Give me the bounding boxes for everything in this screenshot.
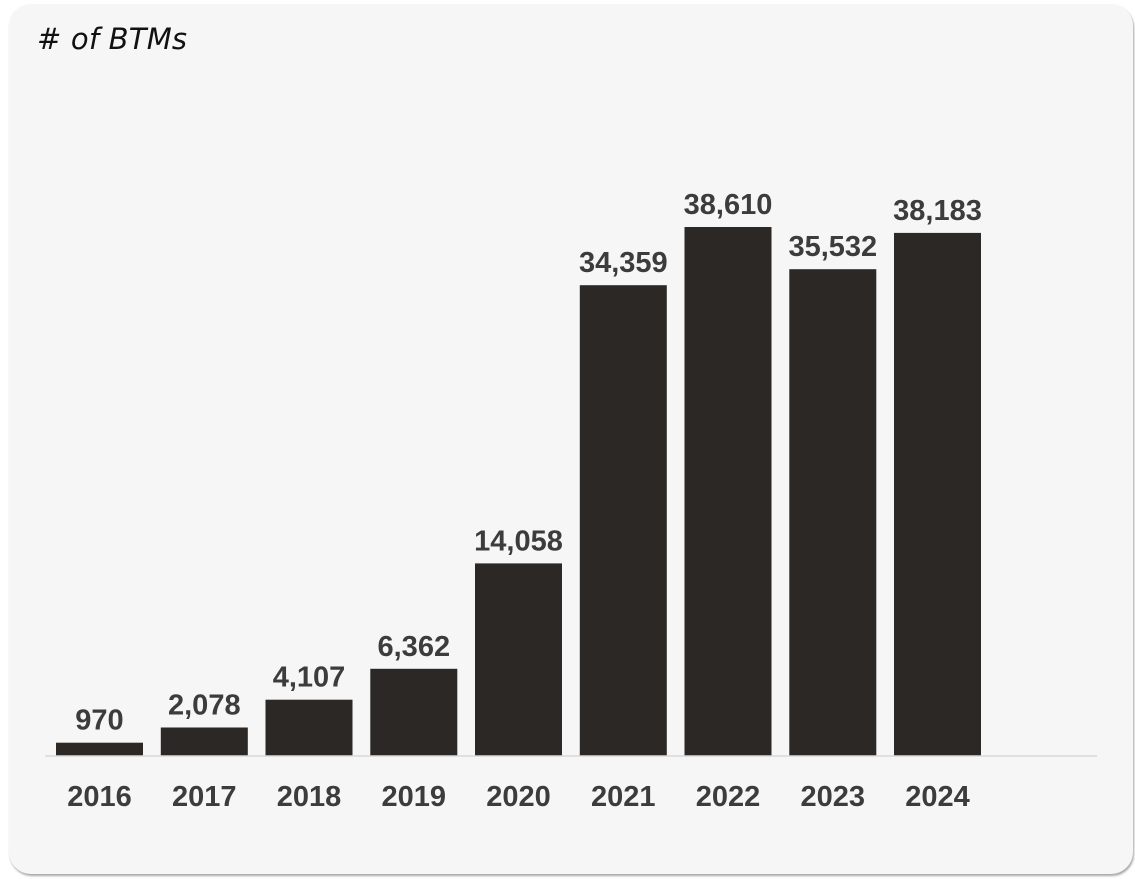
- x-tick-label-2022: 2022: [696, 781, 761, 813]
- x-tick-label-2016: 2016: [67, 781, 132, 813]
- value-label-2021: 34,359: [579, 247, 668, 279]
- x-tick-label-2021: 2021: [591, 781, 656, 813]
- bar-2017: [160, 727, 248, 756]
- value-label-2020: 14,058: [474, 525, 563, 557]
- bar-2022: [684, 227, 772, 756]
- bar-2016: [56, 742, 143, 756]
- bar-2021: [579, 285, 667, 756]
- value-labels-group: 970 2,078 4,107 6,362 14,058 34,359 38,610 35,5…: [75, 189, 982, 737]
- value-label-2016: 970: [75, 705, 123, 737]
- bar-2019: [370, 668, 458, 756]
- bar-2020: [475, 563, 562, 756]
- x-tick-label-2020: 2020: [486, 781, 551, 813]
- chart-card: # of BTMs 970 2,078 4,107 6,362 14,058 34,359…: [9, 4, 1133, 874]
- value-label-2019: 6,362: [378, 631, 451, 663]
- x-tick-label-2024: 2024: [905, 781, 970, 813]
- x-tick-label-2017: 2017: [172, 781, 237, 813]
- bar-2024: [894, 232, 981, 756]
- bar-chart: 970 2,078 4,107 6,362 14,058 34,359 38,610 35,5…: [45, 189, 1097, 813]
- value-label-2023: 35,532: [788, 231, 877, 263]
- x-tick-labels-group: 2016 2017 2018 2019 2020 2021 2022 2023 2024: [67, 781, 970, 813]
- value-label-2017: 2,078: [168, 690, 241, 722]
- bar-2023: [789, 269, 877, 756]
- x-tick-label-2019: 2019: [382, 781, 447, 813]
- value-label-2018: 4,107: [273, 662, 346, 694]
- x-tick-label-2023: 2023: [801, 781, 866, 813]
- value-label-2024: 38,183: [893, 195, 982, 227]
- bars-group: [56, 227, 981, 756]
- chart-title: # of BTMs: [37, 22, 188, 56]
- bar-2018: [265, 699, 353, 756]
- x-tick-label-2018: 2018: [277, 781, 342, 813]
- value-label-2022: 38,610: [684, 189, 773, 221]
